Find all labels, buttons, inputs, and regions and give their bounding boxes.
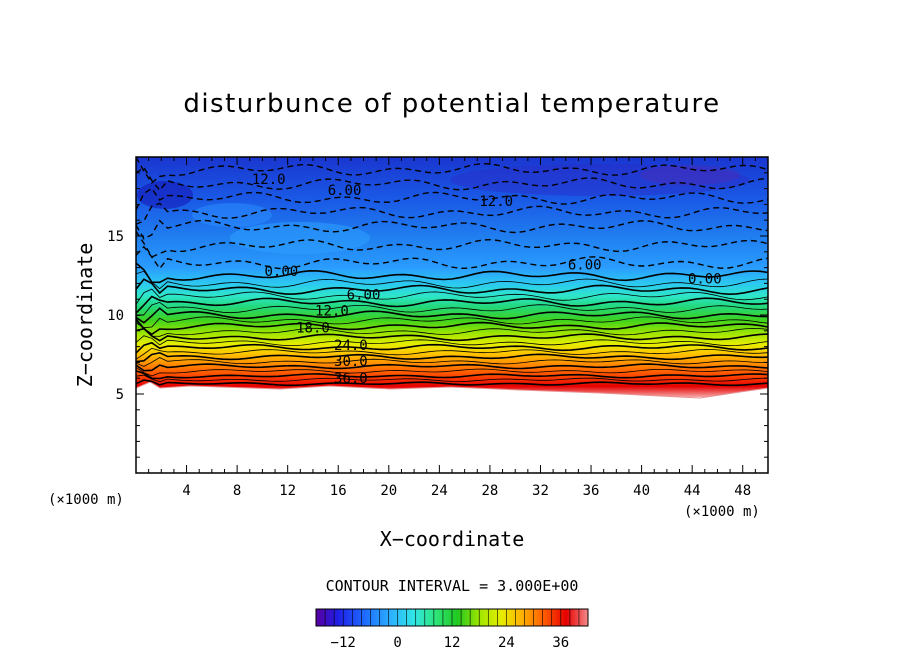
contour-line xyxy=(136,316,768,329)
contour-line xyxy=(136,270,768,290)
contour-label: 36.0 xyxy=(334,371,368,387)
colorbar-tick-label: 36 xyxy=(552,635,569,651)
x-unit-left: (×1000 m) xyxy=(48,492,124,508)
y-tick-label: 15 xyxy=(107,229,124,245)
x-tick-label: 48 xyxy=(734,483,751,499)
contour-line xyxy=(136,374,768,383)
contour-line-negative xyxy=(136,157,768,184)
chart-title: disturbunce of potential temperature xyxy=(183,89,720,119)
x-tick-label: 4 xyxy=(182,483,190,499)
x-tick-label: 12 xyxy=(279,483,296,499)
contour-line xyxy=(136,295,768,314)
contour-line xyxy=(136,347,768,360)
contour-line-negative xyxy=(136,219,768,240)
contour-line-negative xyxy=(136,187,768,211)
contour-line xyxy=(136,301,768,317)
contour-lines xyxy=(136,157,768,387)
contour-label: 18.0 xyxy=(296,321,330,337)
colorbar-tick-label: −12 xyxy=(331,635,356,651)
contour-line xyxy=(136,335,768,347)
cold-blob xyxy=(192,203,272,227)
contour-label: 12.0 xyxy=(252,172,286,188)
colorbar-tick-label: 24 xyxy=(498,635,515,651)
x-tick-label: 28 xyxy=(481,483,498,499)
contour-line xyxy=(136,363,768,372)
y-axis-label: Z−coordinate xyxy=(73,243,97,388)
contour-line xyxy=(136,278,768,296)
colorbar-tick-label: 12 xyxy=(444,635,461,651)
contour-label: 6.00 xyxy=(328,183,362,199)
x-tick-label: 20 xyxy=(380,483,397,499)
contour-line xyxy=(136,370,768,380)
contour-line-negative xyxy=(136,230,768,258)
x-tick-label: 8 xyxy=(233,483,241,499)
contour-label: 0.00 xyxy=(265,264,299,280)
contour-label: 12.0 xyxy=(315,303,349,319)
contour-line xyxy=(136,379,768,387)
cold-blob xyxy=(137,181,193,209)
x-tick-label: 36 xyxy=(583,483,600,499)
x-tick-label: 44 xyxy=(684,483,701,499)
contour-line xyxy=(136,351,768,363)
x-tick-label: 24 xyxy=(431,483,448,499)
contour-line xyxy=(136,322,768,337)
x-axis-label: X−coordinate xyxy=(380,527,525,551)
cold-blob xyxy=(230,222,370,254)
y-tick-label: 5 xyxy=(116,387,124,403)
x-tick-label: 32 xyxy=(532,483,549,499)
contour-line xyxy=(136,262,768,284)
x-tick-label: 40 xyxy=(633,483,650,499)
contour-label: 24.0 xyxy=(334,338,368,354)
contour-label: 12.0 xyxy=(479,194,513,210)
colorbar-ticks: −12 0 12 24 36 xyxy=(315,609,589,651)
contour-label: 30.0 xyxy=(334,354,368,370)
contour-interval-text: CONTOUR INTERVAL = 3.000E+00 xyxy=(326,577,579,595)
contour-line-negative xyxy=(136,245,768,270)
colorbar-tick-label: 0 xyxy=(393,635,401,651)
contour-line xyxy=(136,288,768,305)
contour-label: 0.00 xyxy=(688,272,722,288)
contour-label: 6.00 xyxy=(568,257,602,273)
terrain xyxy=(136,381,768,473)
contour-line-negative xyxy=(136,202,768,225)
y-tick-label: 10 xyxy=(107,308,124,324)
plot-field xyxy=(136,157,768,473)
contour-line xyxy=(136,319,768,336)
contour-line-negative xyxy=(136,166,768,192)
contour-line xyxy=(136,357,768,367)
contour-label: 6.00 xyxy=(347,287,381,303)
x-tick-label: 16 xyxy=(330,483,347,499)
contour-line xyxy=(136,341,768,354)
contour-line xyxy=(136,327,768,342)
x-unit-right: (×1000 m) xyxy=(684,504,760,520)
contour-line xyxy=(136,307,768,324)
contour-line xyxy=(136,367,768,377)
